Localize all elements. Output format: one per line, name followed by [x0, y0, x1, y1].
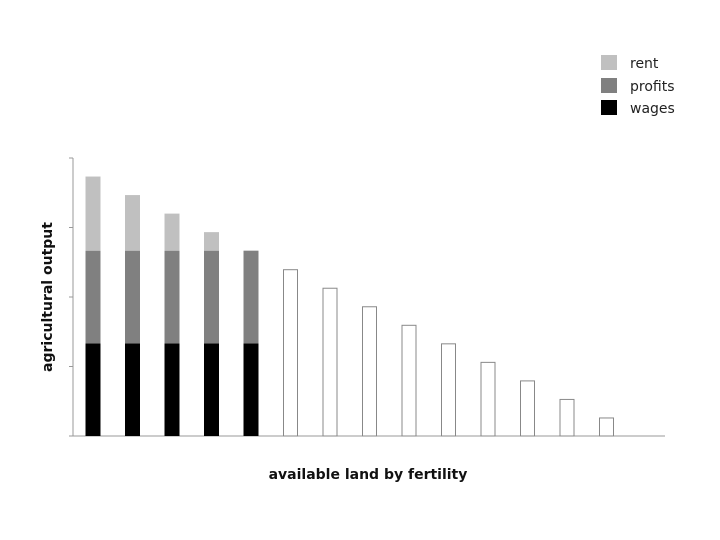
legend: rent profits wages [601, 55, 675, 117]
bar-output-6 [283, 269, 298, 437]
legend-label-profits: profits [630, 79, 675, 95]
bars [85, 176, 614, 437]
x-axis-label: available land by fertility [269, 467, 468, 483]
bar-output-11 [480, 361, 496, 437]
bar-wages-5 [243, 343, 259, 436]
bar-profits-2 [125, 250, 140, 344]
bar-profits-5 [243, 250, 259, 344]
bar-profits-4 [204, 250, 219, 344]
bar-rent-2 [125, 195, 140, 251]
bar-wages-3 [164, 343, 180, 436]
bar-rent-3 [164, 213, 180, 251]
bar-rent-4 [204, 232, 219, 251]
y-axis-label: agricultural output [40, 222, 56, 372]
bar-wages-2 [125, 343, 140, 436]
bar-rent-1 [85, 176, 101, 251]
bar-output-14 [599, 417, 614, 437]
bar-output-10 [441, 343, 456, 437]
y-ticks [69, 157, 73, 437]
bar-profits-1 [85, 250, 101, 344]
bar-output-12 [520, 380, 535, 437]
bar-wages-1 [85, 343, 101, 436]
bar-wages-4 [204, 343, 219, 436]
bar-output-7 [322, 287, 338, 437]
legend-swatch-wages [601, 100, 617, 115]
legend-swatch-profits [601, 78, 617, 93]
bar-output-9 [401, 324, 417, 437]
legend-label-rent: rent [630, 56, 659, 72]
bar-output-8 [362, 306, 377, 437]
bar-profits-3 [164, 250, 180, 344]
legend-label-wages: wages [630, 101, 675, 117]
legend-swatch-rent [601, 55, 617, 70]
bar-output-13 [559, 398, 575, 437]
